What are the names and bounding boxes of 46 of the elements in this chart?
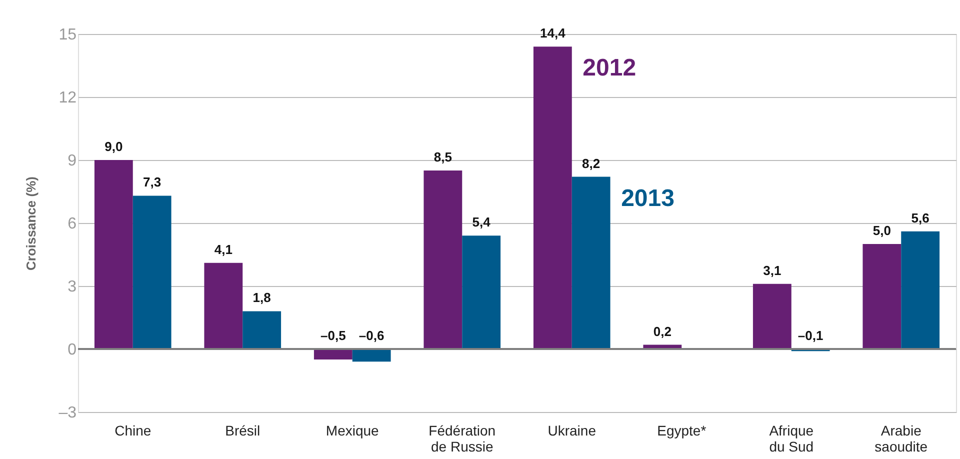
data-label: 4,1 [214, 242, 232, 257]
bar [352, 349, 391, 362]
bar [204, 262, 243, 349]
bar [132, 196, 172, 349]
bar [901, 231, 940, 349]
y-tick-label: 15 [58, 26, 77, 44]
data-label: 5,6 [911, 210, 930, 226]
y-tick-label: –3 [58, 404, 77, 422]
y-tick-label: 3 [68, 278, 77, 296]
series-label: 2013 [621, 184, 674, 212]
data-label: 3,1 [763, 262, 782, 278]
x-tick-label: Afrique du Sud [769, 422, 814, 454]
bar [462, 236, 501, 349]
bar [533, 46, 572, 349]
data-label: 7,3 [143, 174, 162, 190]
x-tick-label: Chine [114, 422, 152, 438]
bar [752, 284, 792, 349]
bar [314, 349, 352, 360]
x-tick-label: Fédération de Russie [428, 422, 496, 454]
y-axis-title: Croissance (%) [24, 176, 39, 270]
x-tick-label: Mexique [326, 422, 380, 438]
x-tick-label: Arabie saoudite [874, 422, 928, 454]
x-tick-label: Brésil [225, 422, 260, 438]
data-label: 14,4 [540, 26, 566, 41]
data-label: 8,5 [434, 150, 452, 164]
data-label: 5,4 [472, 214, 492, 230]
y-tick-label: 0 [68, 342, 77, 358]
data-label: –0,1 [798, 328, 824, 343]
x-tick-label: Ukraine [548, 422, 596, 438]
bar [424, 170, 462, 349]
bar [572, 176, 610, 349]
y-tick-label: 6 [68, 216, 77, 232]
bar [862, 244, 902, 349]
x-tick-label: Egypte* [657, 422, 707, 438]
bar [242, 311, 282, 349]
data-label: –0,5 [320, 328, 346, 343]
y-tick-label: 12 [58, 90, 77, 106]
data-label: 9,0 [104, 139, 123, 154]
y-tick-label: 9 [68, 152, 77, 170]
data-label: –0,6 [358, 328, 384, 343]
data-label: 0,2 [653, 324, 672, 339]
bar [94, 160, 133, 349]
series-label: 2012 [582, 54, 636, 82]
data-label: 5,0 [872, 223, 891, 238]
data-label: 1,8 [252, 290, 271, 306]
data-label: 8,2 [582, 156, 600, 171]
